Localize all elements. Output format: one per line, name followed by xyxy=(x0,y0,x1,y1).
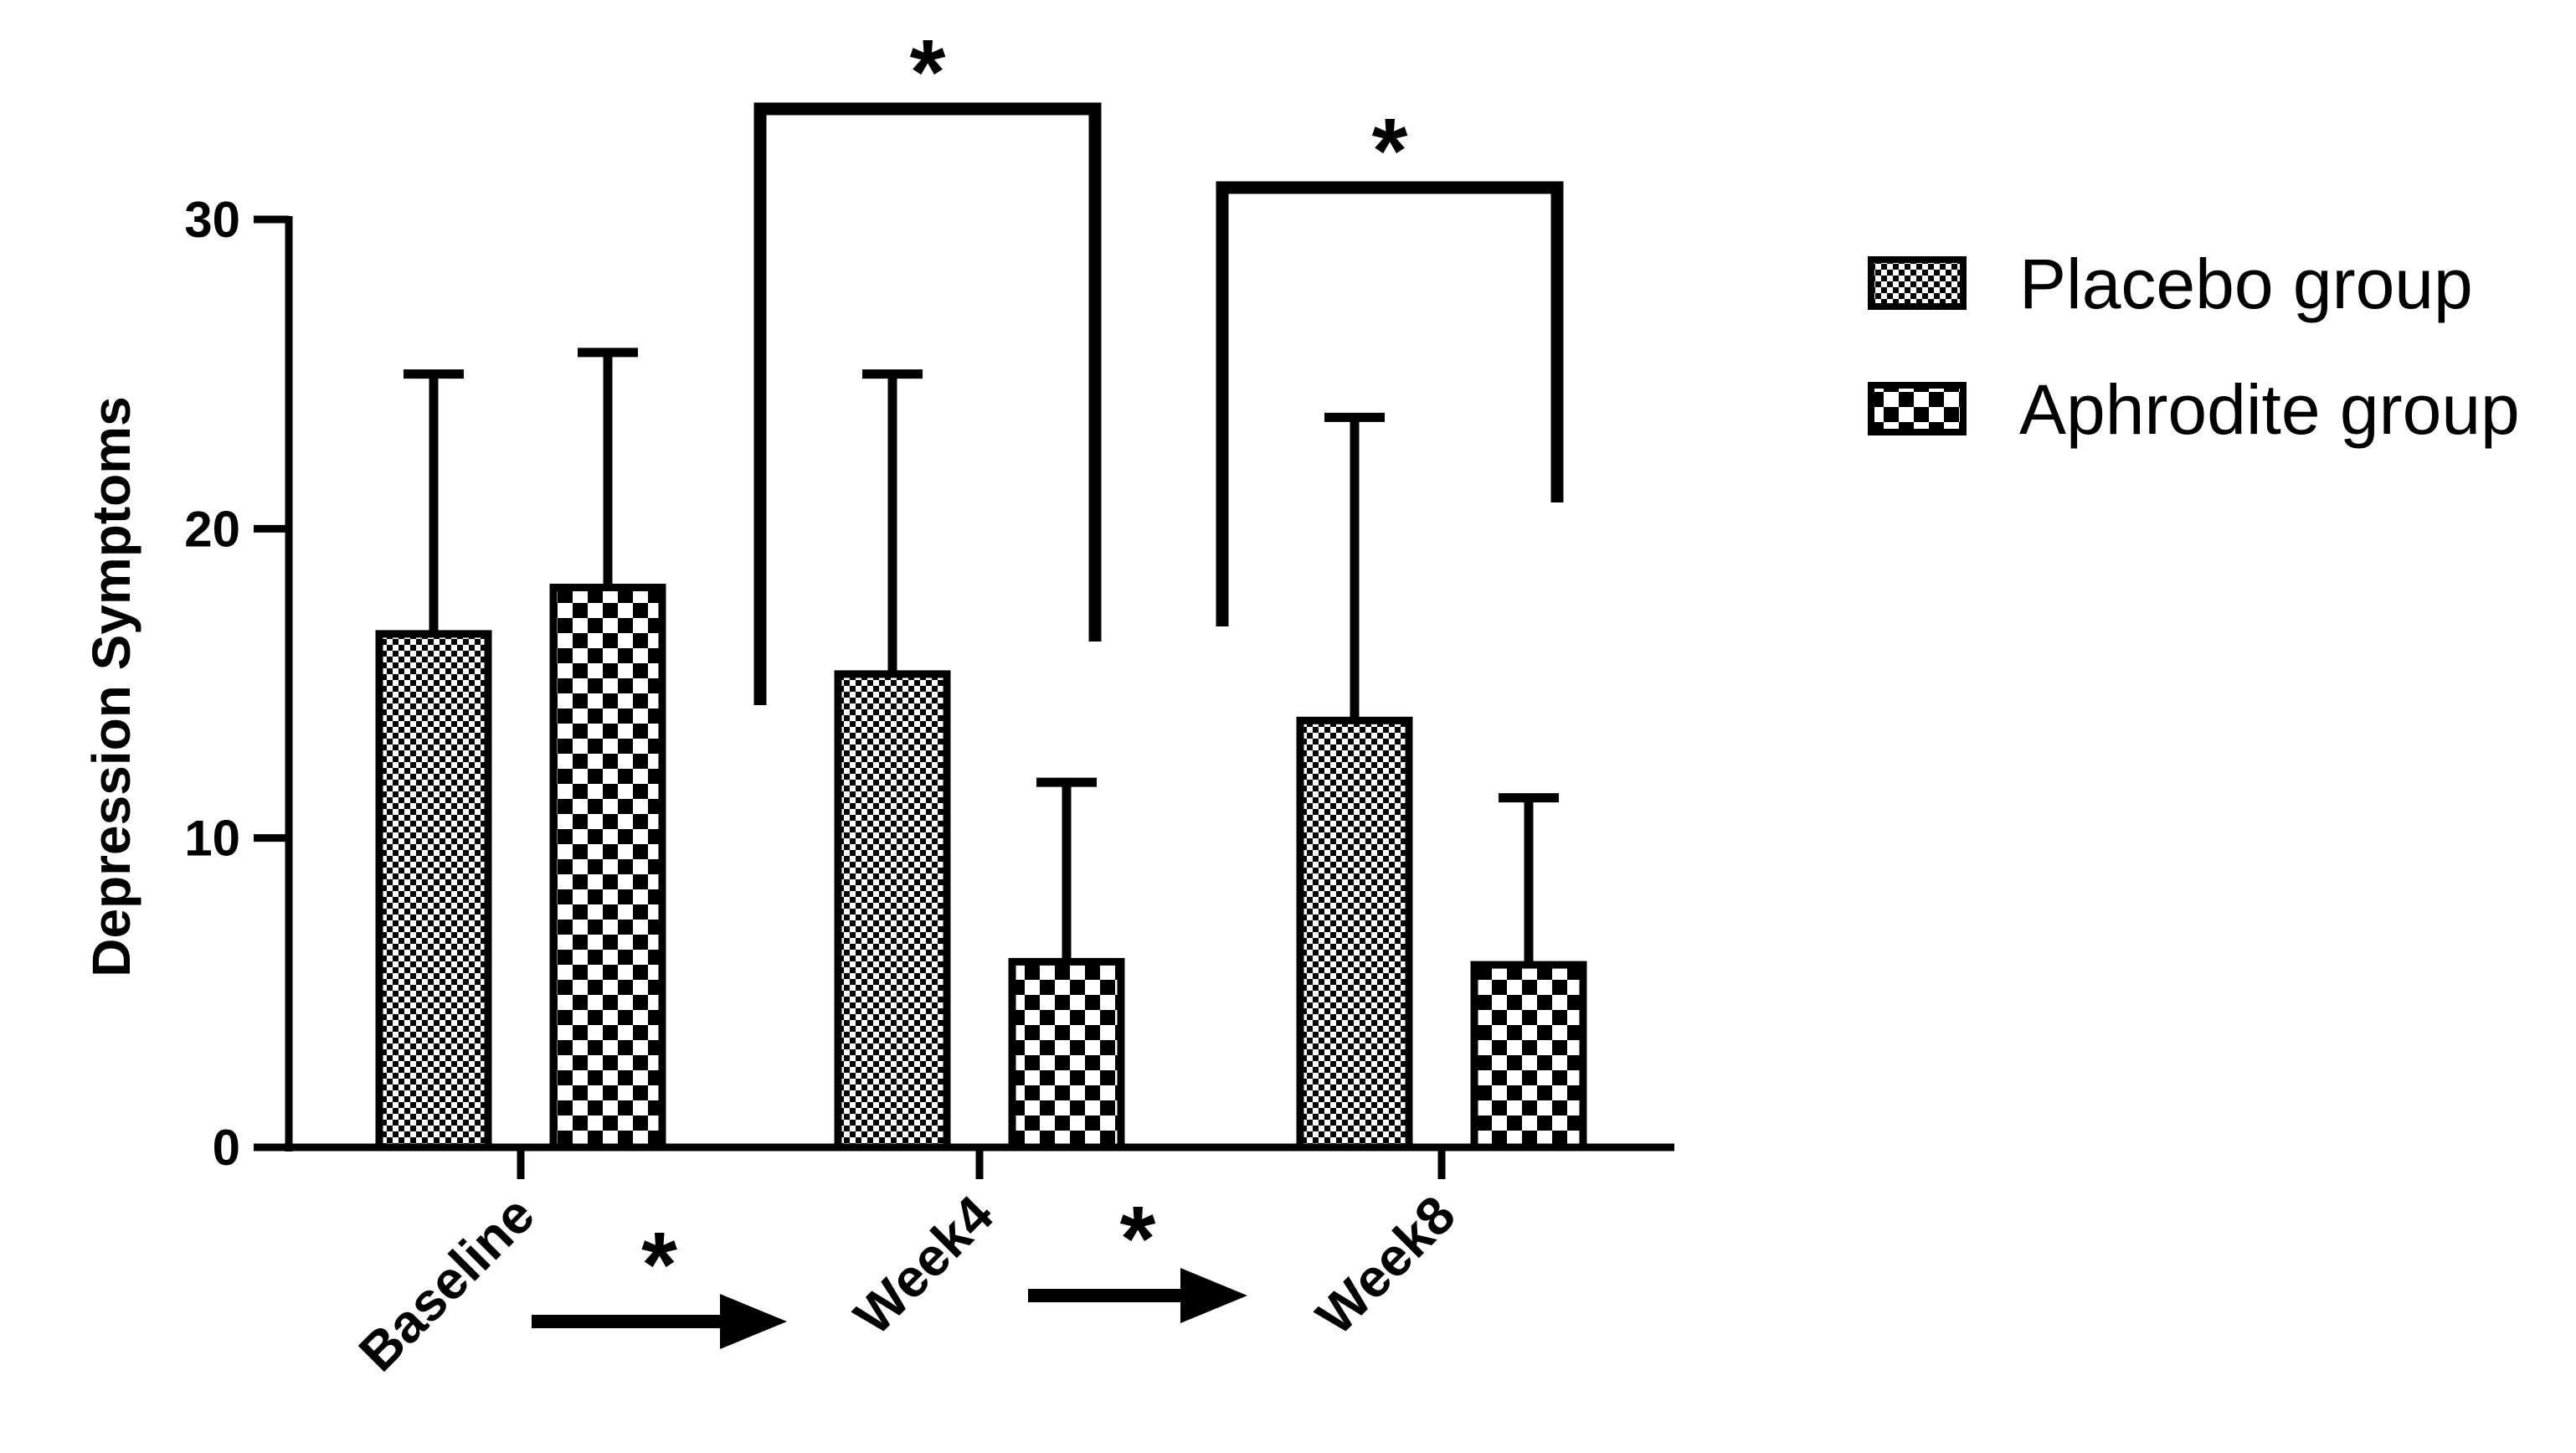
y-axis-label: Depression Symptoms xyxy=(81,396,141,977)
significance-star: * xyxy=(1372,100,1408,203)
bar-placebo-group-week4 xyxy=(834,670,951,1152)
arrow-star: * xyxy=(641,1213,677,1316)
x-tick-label-week8: Week8 xyxy=(1304,1184,1466,1346)
legend-label: Placebo group xyxy=(2019,245,2473,323)
y-tick-label: 0 xyxy=(213,1120,240,1176)
legend-label: Aphrodite group xyxy=(2019,370,2520,449)
legend-swatch xyxy=(1868,256,1967,310)
significance-bracket xyxy=(1216,181,1564,626)
bar-aphrodite-group-week8 xyxy=(1470,961,1587,1152)
bar-placebo-group-baseline xyxy=(375,630,492,1152)
y-tick-label: 30 xyxy=(184,192,240,248)
y-tick-label: 20 xyxy=(184,501,240,557)
arrow-head xyxy=(720,1294,787,1349)
x-tick-label-week4: Week4 xyxy=(842,1184,1005,1347)
arrow-star: * xyxy=(1120,1188,1156,1291)
legend-swatch xyxy=(1868,382,1967,435)
x-tick-label-baseline: Baseline xyxy=(347,1184,546,1383)
significance-bracket xyxy=(753,102,1102,705)
bar-aphrodite-group-baseline xyxy=(549,584,666,1152)
arrow-head xyxy=(1180,1268,1247,1323)
y-tick-label: 10 xyxy=(184,811,240,867)
legend: Placebo group Aphrodite group xyxy=(1868,245,2520,449)
significance-star: * xyxy=(910,21,946,124)
bar-placebo-group-week8 xyxy=(1296,716,1413,1152)
bar-aphrodite-group-week4 xyxy=(1008,957,1125,1152)
